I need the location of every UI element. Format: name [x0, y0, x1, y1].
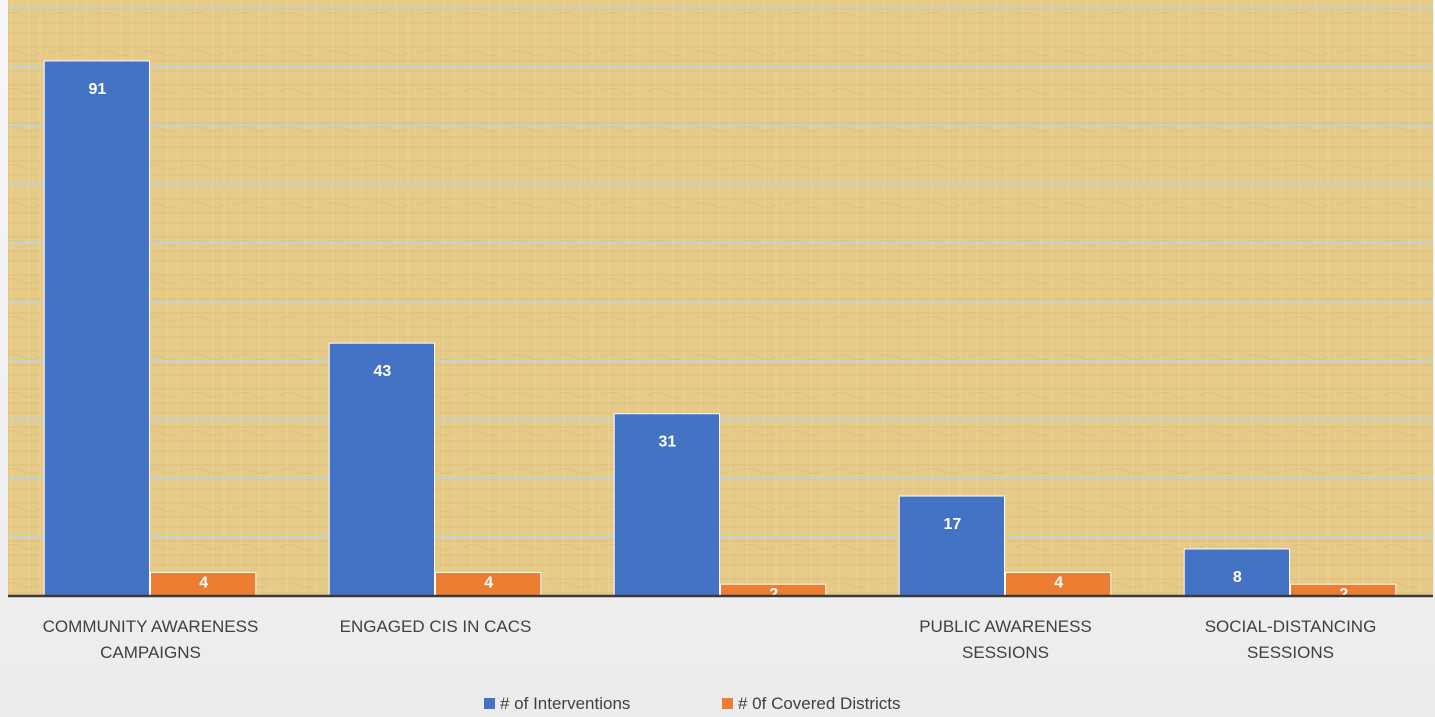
legend-label: # of Interventions [500, 694, 630, 713]
data-label: 43 [373, 363, 391, 380]
data-label: 4 [199, 574, 208, 591]
data-label: 31 [658, 434, 676, 451]
data-label: 2 [1339, 586, 1348, 603]
data-label: 17 [943, 516, 961, 533]
legend: # of Interventions # 0f Covered Districts [484, 694, 901, 713]
bar [898, 495, 1006, 597]
bars [43, 60, 1397, 597]
data-label: 8 [1233, 569, 1242, 586]
bar [1183, 548, 1290, 597]
bar [43, 60, 150, 597]
data-label: 4 [1054, 574, 1063, 591]
plot-area [8, 0, 1433, 596]
legend-swatch [722, 698, 733, 709]
category-label: ENGAGED CIS IN CACS [340, 617, 532, 636]
legend-swatch [484, 698, 495, 709]
gridlines [8, 7, 1433, 539]
bar [328, 342, 436, 597]
category-label: COMMUNITY AWARENESS CAMPAIGNS [43, 617, 259, 662]
data-label: 4 [484, 574, 493, 591]
category-label: PUBLIC AWARENESS SESSIONS [919, 617, 1092, 662]
data-labels: 91 4 43 4 31 2 17 4 8 2 [88, 81, 1348, 603]
data-label: 91 [88, 81, 106, 98]
data-label: 2 [769, 586, 778, 603]
category-labels: COMMUNITY AWARENESS CAMPAIGNS ENGAGED CIS … [43, 617, 1377, 662]
legend-label: # 0f Covered Districts [738, 694, 901, 713]
category-label: SOCIAL-DISTANCING SESSIONS [1205, 617, 1377, 662]
